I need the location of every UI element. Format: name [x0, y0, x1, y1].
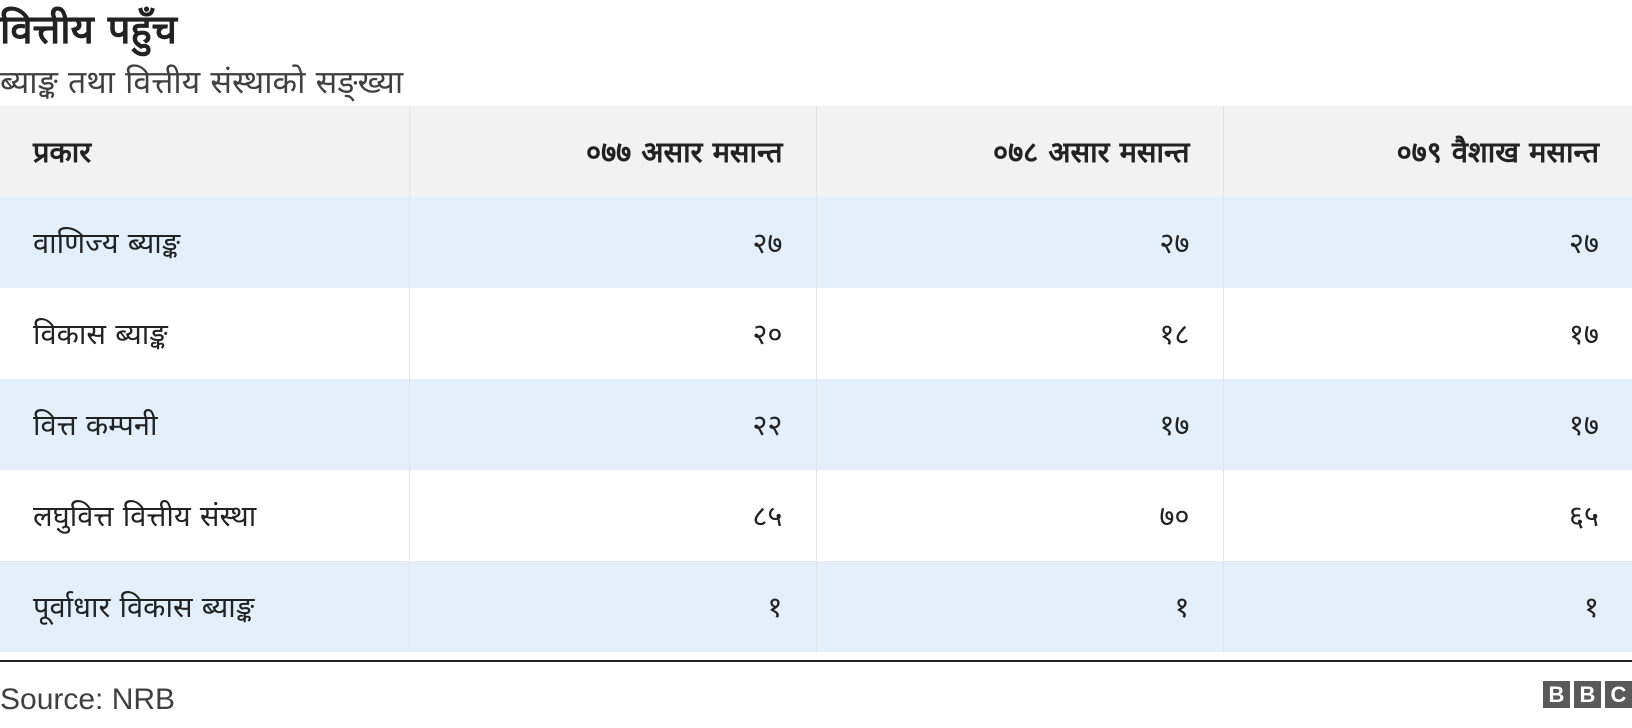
- value-cell: ७०: [816, 470, 1224, 561]
- value-cell: १७: [816, 379, 1224, 470]
- logo-letter: C: [1605, 681, 1632, 708]
- table-row: वित्त कम्पनी २२ १७ १७: [0, 379, 1632, 470]
- table-header-row: प्रकार ०७७ असार मसान्त ०७८ असार मसान्त ०…: [0, 106, 1632, 197]
- row-label-cell: लघुवित्त वित्तीय संस्था: [0, 470, 410, 561]
- value-cell: २७: [1223, 197, 1632, 288]
- table-row: विकास ब्याङ्क २० १८ १७: [0, 288, 1632, 379]
- row-label-cell: वित्त कम्पनी: [0, 379, 410, 470]
- chart-subtitle: ब्याङ्क तथा वित्तीय संस्थाको सङ्ख्या: [0, 63, 404, 101]
- bbc-logo: B B C: [1543, 681, 1632, 708]
- value-cell: १: [816, 561, 1224, 652]
- data-table-container: प्रकार ०७७ असार मसान्त ०७८ असार मसान्त ०…: [0, 106, 1632, 652]
- value-cell: १: [1223, 561, 1632, 652]
- value-cell: १८: [816, 288, 1224, 379]
- chart-title: वित्तीय पहुँच: [0, 7, 178, 53]
- row-label-cell: पूर्वाधार विकास ब्याङ्क: [0, 561, 410, 652]
- column-header: ०७८ असार मसान्त: [816, 106, 1224, 197]
- column-header: प्रकार: [0, 106, 410, 197]
- table-row: वाणिज्य ब्याङ्क २७ २७ २७: [0, 197, 1632, 288]
- value-cell: ६५: [1223, 470, 1632, 561]
- column-header: ०७९ वैशाख मसान्त: [1223, 106, 1632, 197]
- table-row: लघुवित्त वित्तीय संस्था ८५ ७० ६५: [0, 470, 1632, 561]
- row-label-cell: विकास ब्याङ्क: [0, 288, 410, 379]
- value-cell: २२: [409, 379, 817, 470]
- value-cell: २७: [816, 197, 1224, 288]
- value-cell: ८५: [409, 470, 817, 561]
- row-label-cell: वाणिज्य ब्याङ्क: [0, 197, 410, 288]
- value-cell: २०: [409, 288, 817, 379]
- data-table: प्रकार ०७७ असार मसान्त ०७८ असार मसान्त ०…: [0, 106, 1632, 652]
- column-header: ०७७ असार मसान्त: [409, 106, 817, 197]
- value-cell: १७: [1223, 379, 1632, 470]
- value-cell: २७: [409, 197, 817, 288]
- logo-letter: B: [1543, 681, 1570, 708]
- logo-letter: B: [1574, 681, 1601, 708]
- footer-divider: [0, 660, 1632, 662]
- value-cell: १७: [1223, 288, 1632, 379]
- source-note: Source: NRB: [0, 683, 176, 716]
- value-cell: १: [409, 561, 817, 652]
- table-row: पूर्वाधार विकास ब्याङ्क १ १ १: [0, 561, 1632, 652]
